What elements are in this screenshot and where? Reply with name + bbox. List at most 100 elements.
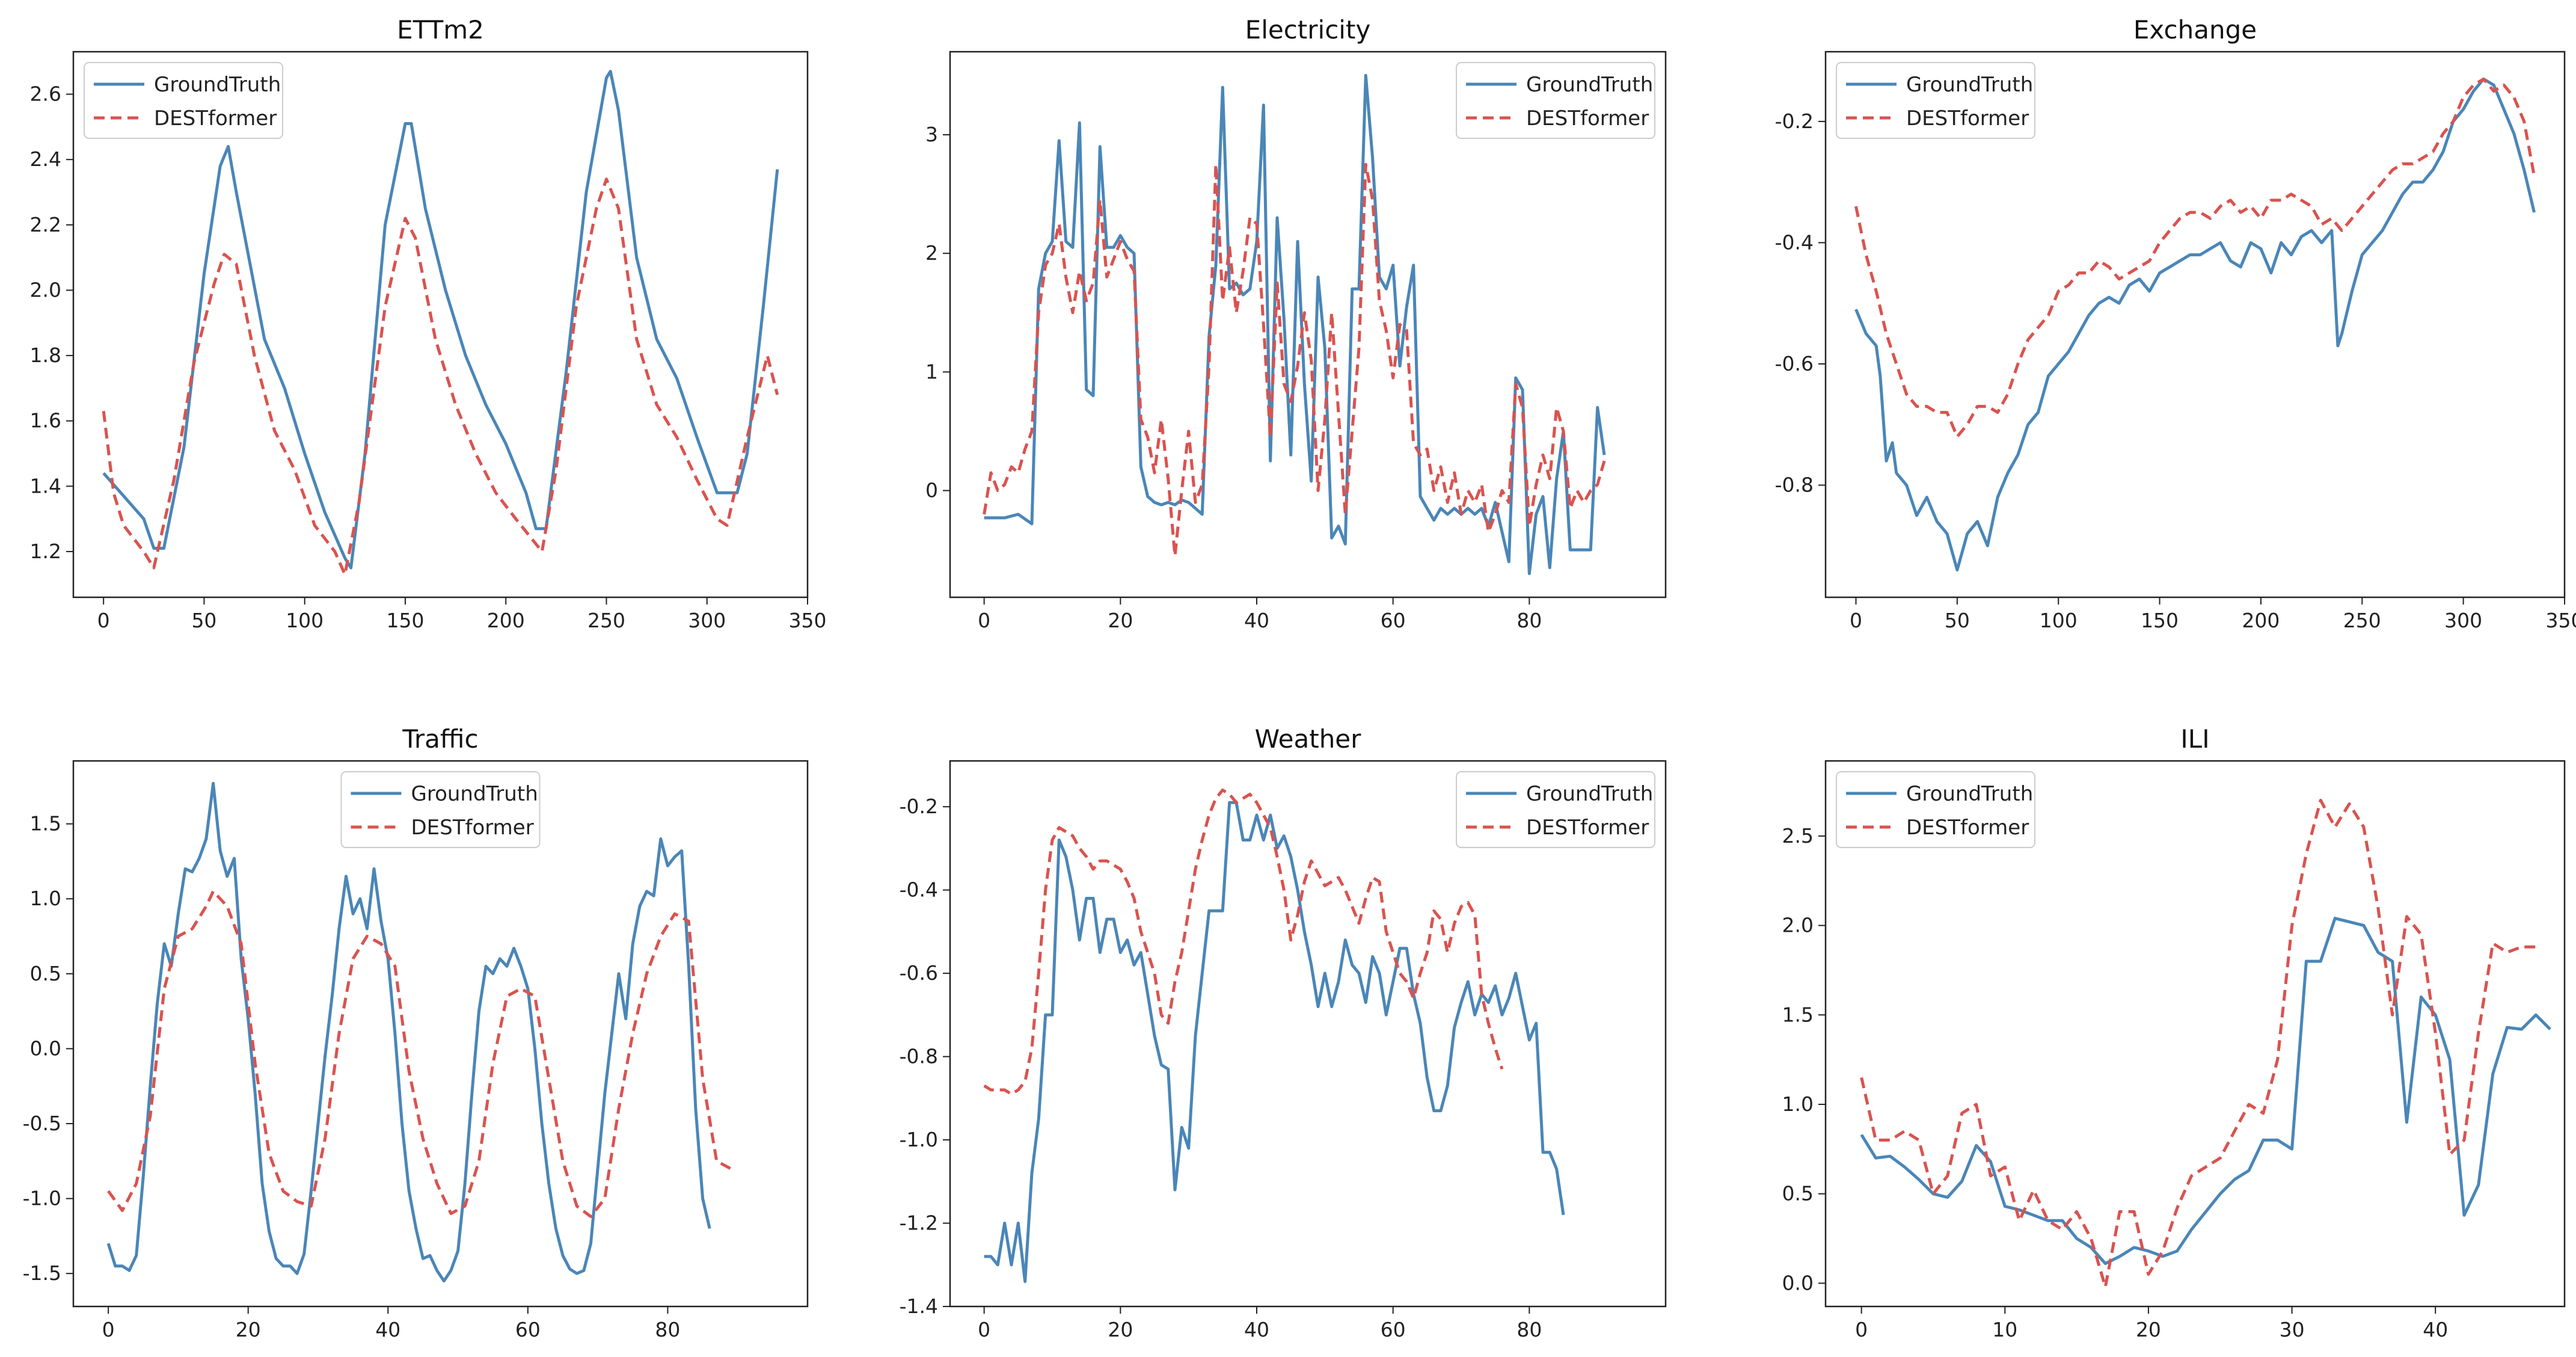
y-tick-label: -0.8: [900, 1045, 938, 1068]
panel-electricity: Electricity 0 20 40 60 80 0 1 2 3 GroundTruth DESTf…: [925, 15, 1667, 632]
legend-label-groundtruth: GroundTruth: [1906, 73, 2033, 97]
legend-label-groundtruth: GroundTruth: [1526, 782, 1653, 806]
plot-frame: [72, 760, 809, 1308]
x-tick-label: 20: [1108, 609, 1133, 632]
y-tick-label: 1.0: [1782, 1092, 1814, 1116]
series-line-destformer: [102, 177, 779, 576]
y-tick-label: 2.0: [30, 278, 61, 301]
y-tick-label: -1.2: [900, 1211, 938, 1235]
legend: GroundTruth DESTformer: [1836, 771, 2035, 848]
y-tick-label: 1.0: [30, 887, 61, 910]
series-line-groundtruth: [984, 73, 1606, 576]
x-tick-label: 20: [2136, 1318, 2161, 1341]
y-tick-label: -1.4: [900, 1294, 938, 1318]
x-tick-label: 80: [655, 1318, 680, 1341]
plot-frame: [1824, 760, 2566, 1308]
y-tick-label: 1.8: [30, 343, 61, 367]
y-tick-label: 2.5: [1782, 824, 1814, 848]
legend: GroundTruth DESTformer: [1836, 62, 2035, 139]
y-tick-label: 2: [925, 241, 938, 265]
y-tick-label: -0.2: [1775, 109, 1814, 133]
x-tick-label: 60: [1381, 1318, 1406, 1341]
plot-frame: [72, 51, 809, 598]
series-line-groundtruth: [102, 70, 779, 570]
plot-frame: [949, 760, 1667, 1308]
series-line-destformer: [983, 162, 1606, 558]
x-tick-label: 60: [515, 1318, 541, 1341]
panel-traffic: Traffic 0 20 40 60 80 -1.5 -1.0 -0.5 0.0 0.5 1.0 1.5…: [23, 724, 809, 1341]
x-tick-label: 250: [587, 609, 625, 632]
panel-title: Electricity: [1245, 15, 1371, 45]
x-tick-label: 20: [1108, 1318, 1133, 1341]
x-tick-label: 10: [1992, 1318, 2017, 1341]
x-tick-label: 350: [2546, 609, 2576, 632]
panel-title: ILI: [2180, 724, 2209, 754]
x-tick-label: 200: [2242, 609, 2280, 632]
x-tick-label: 0: [978, 1318, 990, 1341]
y-tick-label: -0.5: [23, 1112, 61, 1135]
y-tick-label: 1.5: [30, 812, 61, 835]
series-line-groundtruth: [1860, 917, 2551, 1266]
x-tick-label: 30: [2280, 1318, 2305, 1341]
y-tick-label: -0.4: [900, 878, 938, 902]
legend-label-groundtruth: GroundTruth: [1906, 782, 2033, 806]
plot-frame: [949, 51, 1667, 598]
plot-frame: [1824, 51, 2566, 598]
x-tick-label: 0: [978, 609, 990, 632]
x-tick-label: 300: [2444, 609, 2482, 632]
x-tick-label: 40: [1244, 1318, 1269, 1341]
panel-ettm2: ETTm2 0 50 100 150 200 250 300 350 1.2 1.4 1.6 1.8 2.…: [30, 15, 827, 632]
x-tick-label: 350: [789, 609, 827, 632]
panel-exchange: Exchange 0 50 100 150 200 250 300 350 -0.8 -0.6 -0.…: [1775, 15, 2576, 632]
legend-label-destformer: DESTformer: [1906, 816, 2029, 840]
y-tick-label: -1.5: [23, 1261, 61, 1285]
series-line-destformer: [983, 789, 1504, 1096]
legend-label-destformer: DESTformer: [154, 106, 277, 131]
x-tick-label: 100: [286, 609, 324, 632]
y-tick-label: -0.6: [900, 961, 938, 985]
legend-label-groundtruth: GroundTruth: [154, 73, 281, 97]
x-tick-label: 40: [375, 1318, 400, 1341]
y-tick-label: 1.6: [30, 409, 61, 432]
y-tick-label: -0.8: [1775, 473, 1814, 497]
y-tick-label: 2.2: [30, 213, 61, 236]
x-tick-label: 0: [97, 609, 110, 632]
x-tick-label: 50: [1945, 609, 1970, 632]
panel-ili: ILI 0 10 20 30 40 0.0 0.5 1.0 1.5 2.0 2.5 GroundTrut…: [1782, 724, 2566, 1341]
x-tick-label: 80: [1516, 609, 1542, 632]
series-line-groundtruth: [984, 801, 1565, 1283]
y-tick-label: -0.4: [1775, 230, 1814, 254]
legend-label-destformer: DESTformer: [411, 816, 534, 840]
y-tick-label: 1.5: [1782, 1003, 1814, 1026]
y-tick-label: 2.6: [30, 82, 61, 106]
y-tick-label: -0.2: [900, 795, 938, 818]
legend: GroundTruth DESTformer: [1456, 62, 1655, 139]
series-line-destformer: [107, 890, 732, 1218]
y-tick-label: 0.0: [1782, 1271, 1814, 1294]
panel-title: Traffic: [402, 724, 478, 754]
y-tick-label: 2.4: [30, 147, 61, 171]
x-tick-label: 40: [2423, 1318, 2448, 1341]
x-tick-label: 60: [1381, 609, 1406, 632]
x-tick-label: 200: [487, 609, 525, 632]
series-line-groundtruth: [106, 781, 711, 1283]
y-tick-label: 1.2: [30, 540, 61, 563]
panel-weather: Weather 0 20 40 60 80 -1.4 -1.2 -1.0 -0.8 -0.6 -0.4…: [900, 724, 1667, 1341]
y-tick-label: 1: [925, 360, 938, 383]
y-tick-label: 1.4: [30, 474, 61, 497]
legend-label-groundtruth: GroundTruth: [411, 782, 538, 806]
legend-label-destformer: DESTformer: [1906, 106, 2029, 131]
x-tick-label: 80: [1516, 1318, 1542, 1341]
series-line-groundtruth: [1854, 77, 2536, 572]
x-tick-label: 300: [688, 609, 726, 632]
x-tick-label: 40: [1244, 609, 1269, 632]
y-tick-label: -0.6: [1775, 352, 1814, 375]
legend: GroundTruth DESTformer: [340, 771, 541, 848]
series-line-destformer: [1854, 77, 2536, 438]
legend: GroundTruth DESTformer: [1456, 771, 1655, 848]
y-tick-label: 0.5: [1782, 1182, 1814, 1205]
x-tick-label: 150: [386, 609, 424, 632]
x-tick-label: 20: [236, 1318, 261, 1341]
x-tick-label: 0: [1855, 1318, 1868, 1341]
